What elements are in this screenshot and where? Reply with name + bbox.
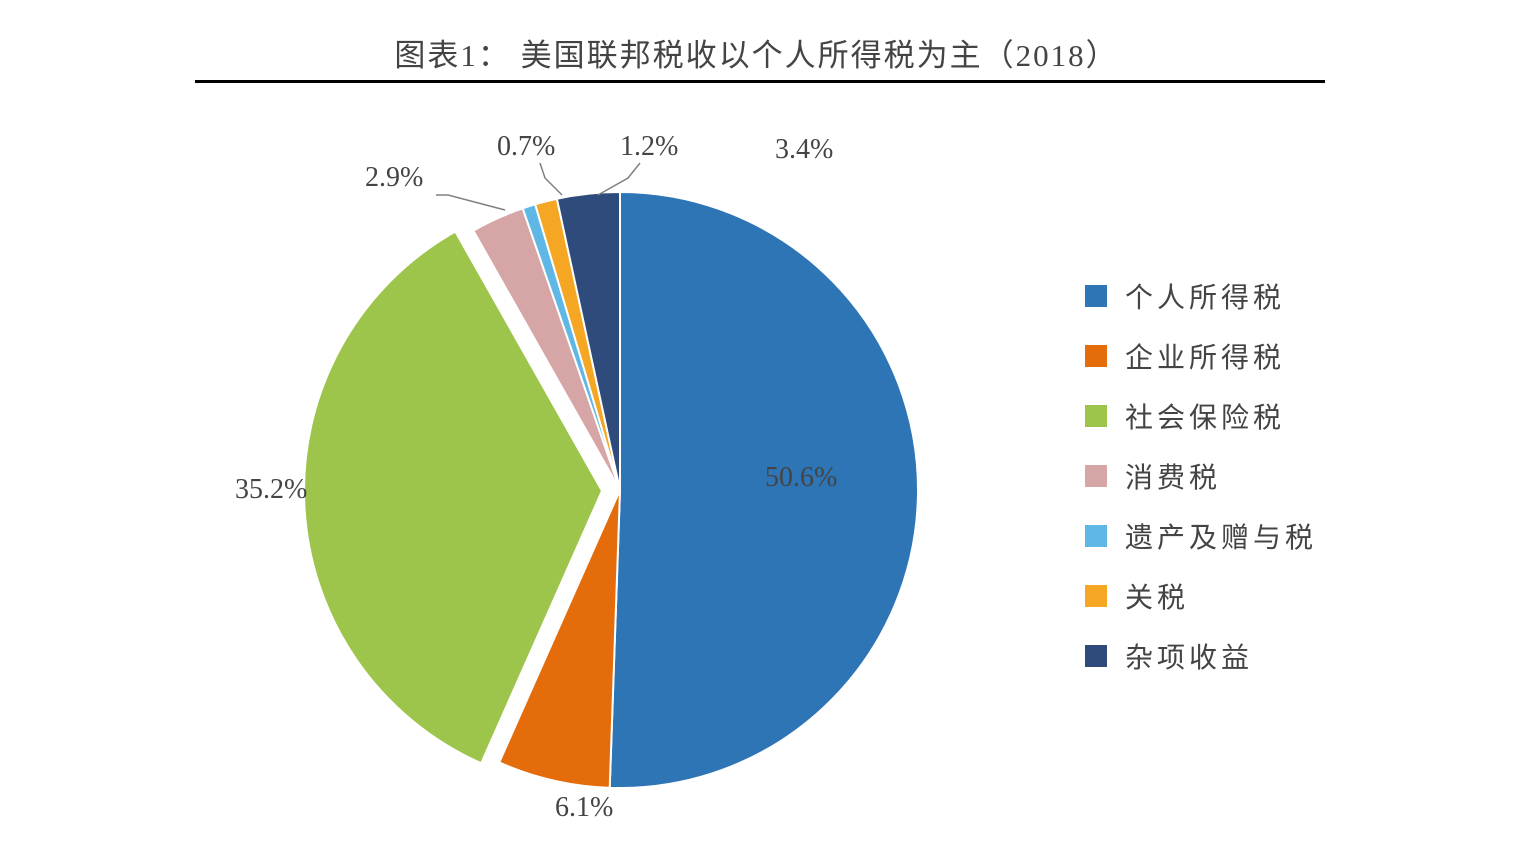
legend-item: 个人所得税	[1085, 266, 1317, 326]
pie-slice	[610, 192, 918, 788]
legend-item: 杂项收益	[1085, 626, 1317, 686]
leader-line	[598, 163, 640, 195]
legend-swatch	[1085, 645, 1107, 667]
data-label: 2.9%	[365, 162, 423, 194]
chart-figure: 图表1： 美国联邦税收以个人所得税为主（2018） 50.6%6.1%35.2%…	[0, 0, 1513, 858]
legend-swatch	[1085, 525, 1107, 547]
legend-item: 关税	[1085, 566, 1317, 626]
legend-label: 企业所得税	[1125, 336, 1285, 376]
data-label: 0.7%	[497, 131, 555, 163]
data-label: 1.2%	[620, 131, 678, 163]
leader-line	[436, 195, 505, 210]
legend-swatch	[1085, 345, 1107, 367]
data-label: 35.2%	[235, 474, 307, 506]
legend-label: 遗产及赠与税	[1125, 516, 1317, 556]
data-label: 50.6%	[765, 462, 837, 494]
legend-label: 消费税	[1125, 456, 1221, 496]
legend-swatch	[1085, 285, 1107, 307]
legend-item: 社会保险税	[1085, 386, 1317, 446]
legend-label: 关税	[1125, 576, 1189, 616]
legend-label: 社会保险税	[1125, 396, 1285, 436]
legend-swatch	[1085, 405, 1107, 427]
legend: 个人所得税企业所得税社会保险税消费税遗产及赠与税关税杂项收益	[1085, 266, 1317, 686]
legend-item: 遗产及赠与税	[1085, 506, 1317, 566]
legend-label: 杂项收益	[1125, 636, 1253, 676]
legend-item: 消费税	[1085, 446, 1317, 506]
data-label: 6.1%	[555, 792, 613, 824]
legend-swatch	[1085, 465, 1107, 487]
data-label: 3.4%	[775, 134, 833, 166]
leader-line	[540, 163, 562, 195]
legend-swatch	[1085, 585, 1107, 607]
legend-label: 个人所得税	[1125, 276, 1285, 316]
legend-item: 企业所得税	[1085, 326, 1317, 386]
